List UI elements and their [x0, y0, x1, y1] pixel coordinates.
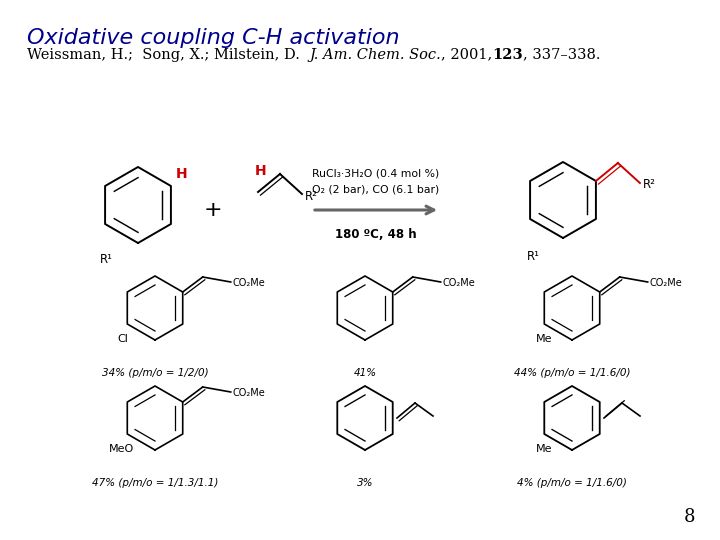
- Text: RuCl₃·3H₂O (0.4 mol %): RuCl₃·3H₂O (0.4 mol %): [312, 168, 440, 178]
- Text: H: H: [176, 167, 187, 181]
- Text: 41%: 41%: [354, 368, 377, 378]
- Text: MeO: MeO: [109, 444, 134, 454]
- Text: 44% (p/m/o = 1/1.6/0): 44% (p/m/o = 1/1.6/0): [514, 368, 630, 378]
- Text: CO₂Me: CO₂Me: [443, 278, 475, 288]
- Text: R¹: R¹: [526, 250, 539, 263]
- Text: 123: 123: [492, 48, 523, 62]
- Text: Cl: Cl: [118, 334, 129, 344]
- Text: , 337–338.: , 337–338.: [523, 48, 600, 62]
- Text: , 2001,: , 2001,: [441, 48, 492, 62]
- Text: Weissman, H.;  Song, X.; Milstein, D.: Weissman, H.; Song, X.; Milstein, D.: [27, 48, 310, 62]
- Text: J. Am. Chem. Soc.: J. Am. Chem. Soc.: [310, 48, 441, 62]
- Text: 4% (p/m/o = 1/1.6/0): 4% (p/m/o = 1/1.6/0): [517, 478, 627, 488]
- Text: CO₂Me: CO₂Me: [233, 388, 266, 398]
- Text: 47% (p/m/o = 1/1.3/1.1): 47% (p/m/o = 1/1.3/1.1): [92, 478, 218, 488]
- Text: +: +: [204, 200, 222, 220]
- Text: CO₂Me: CO₂Me: [649, 278, 683, 288]
- Text: CO₂Me: CO₂Me: [233, 278, 266, 288]
- Text: R²: R²: [305, 190, 318, 202]
- Text: H: H: [255, 164, 267, 178]
- Text: O₂ (2 bar), CO (6.1 bar): O₂ (2 bar), CO (6.1 bar): [312, 185, 440, 195]
- Text: 180 ºC, 48 h: 180 ºC, 48 h: [336, 228, 417, 241]
- Text: Oxidative coupling C-H activation: Oxidative coupling C-H activation: [27, 28, 400, 48]
- Text: 34% (p/m/o = 1/2/0): 34% (p/m/o = 1/2/0): [102, 368, 208, 378]
- Text: Me: Me: [536, 444, 552, 454]
- Text: R¹: R¹: [99, 253, 112, 266]
- Text: 8: 8: [683, 509, 695, 526]
- Text: R²: R²: [643, 179, 656, 192]
- Text: Me: Me: [536, 334, 552, 344]
- Text: 3%: 3%: [356, 478, 373, 488]
